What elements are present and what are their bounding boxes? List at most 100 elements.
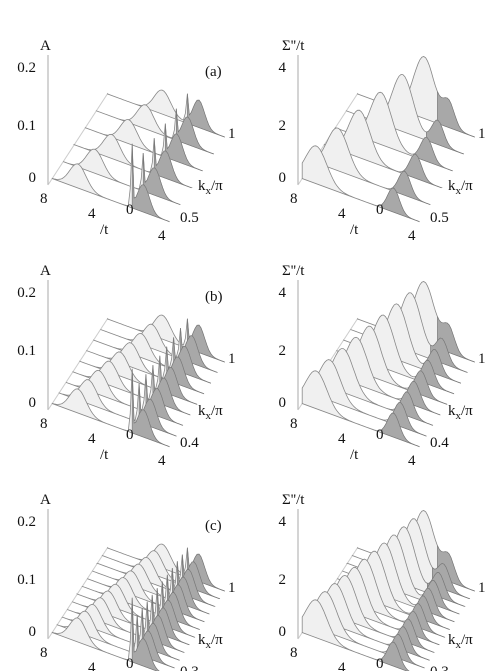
spectrum-shade bbox=[131, 368, 170, 448]
panel: A0.2 0.1 0 (b) 8 4 0 4/t 1 0.4 kx/π bbox=[17, 263, 235, 469]
spectrum-shade bbox=[131, 143, 170, 223]
k-rest: /π bbox=[211, 632, 223, 648]
w-axis-label: /t bbox=[350, 222, 359, 238]
spectrum-shade bbox=[409, 370, 448, 405]
spectrum-shade bbox=[402, 381, 441, 416]
y-tick-label: 2 bbox=[279, 118, 287, 134]
k-tick-label: 0.3 bbox=[430, 664, 449, 671]
spectrum-shade bbox=[416, 359, 454, 395]
y-axis-label: A bbox=[40, 38, 51, 54]
spectrum-shade bbox=[426, 572, 466, 607]
w-tick-label: 0 bbox=[126, 427, 134, 443]
k-tick-label: 1 bbox=[228, 351, 236, 367]
y-axis-label: Σ''/t bbox=[282, 492, 305, 508]
w-tick-label: 0 bbox=[126, 202, 134, 218]
y-tick-label: 0 bbox=[29, 395, 37, 411]
spectrum-shade bbox=[403, 154, 443, 189]
k-tick-label: 1 bbox=[478, 126, 486, 142]
y-tick-label: 0.1 bbox=[17, 572, 36, 588]
w-tick-label: 4 bbox=[88, 431, 96, 447]
k-sub: x bbox=[206, 639, 212, 651]
y-axis-label: A bbox=[40, 263, 51, 279]
spectrum-shade bbox=[153, 138, 193, 189]
k-tick-label: 0.4 bbox=[180, 435, 199, 451]
k-axis bbox=[47, 317, 109, 411]
spectrum-shade bbox=[414, 137, 453, 172]
w-tick-label: 4 bbox=[338, 660, 346, 671]
k-axis bbox=[47, 546, 109, 640]
k-rest: /π bbox=[461, 632, 473, 648]
k-rest: /π bbox=[211, 178, 223, 194]
k-axis-label: kx/π bbox=[198, 403, 223, 422]
y-tick-label: 0 bbox=[279, 624, 287, 640]
k-main: k bbox=[198, 403, 206, 419]
spectrum-shade bbox=[421, 580, 460, 615]
k-tick-label: 0.5 bbox=[180, 210, 199, 226]
w-tick-label: 4 bbox=[88, 660, 96, 671]
k-tick-label: 1 bbox=[228, 580, 236, 596]
k-tick-label: 0.5 bbox=[430, 210, 449, 226]
spectrum-shade bbox=[381, 187, 420, 223]
spectrum-shade bbox=[388, 402, 427, 437]
spectrum-shade bbox=[142, 152, 181, 205]
spectrum-shade bbox=[425, 119, 464, 155]
y-axis-label: A bbox=[40, 492, 51, 508]
w-tick-label: 0 bbox=[376, 202, 384, 218]
y-tick-label: 0 bbox=[29, 170, 37, 186]
k-tick-label: 1 bbox=[478, 351, 486, 367]
spectrum-shade bbox=[381, 641, 410, 671]
y-tick-label: 0 bbox=[279, 395, 287, 411]
k-main: k bbox=[448, 403, 456, 419]
k-axis-label: kx/π bbox=[448, 632, 473, 651]
y-tick-label: 0.1 bbox=[17, 118, 36, 134]
w-tick-label: 8 bbox=[40, 191, 48, 207]
k-main: k bbox=[448, 178, 456, 194]
spectrum-shade bbox=[437, 91, 475, 138]
k-axis-label: kx/π bbox=[198, 178, 223, 197]
spectrum-shade bbox=[131, 597, 160, 671]
w-axis-label: /t bbox=[100, 222, 109, 238]
panel-tag: (a) bbox=[205, 64, 222, 80]
k-tick-label: 0.4 bbox=[430, 435, 449, 451]
y-tick-label: 0 bbox=[279, 170, 287, 186]
k-tick-label: 1 bbox=[478, 580, 486, 596]
panel: A0.2 0.1 0 (a) 8 4 0 4/t 1 0.5 kx/π bbox=[17, 38, 235, 244]
w-axis-label: /t bbox=[350, 447, 359, 463]
y-axis-label: Σ''/t bbox=[282, 38, 305, 54]
w-tick-label: 4 bbox=[158, 453, 166, 469]
spectrum-shade bbox=[430, 337, 468, 373]
y-tick-label: 2 bbox=[279, 343, 287, 359]
spectrum-shade bbox=[164, 123, 203, 172]
spectrum-shade bbox=[423, 349, 461, 384]
spectrum-shade bbox=[392, 170, 431, 205]
w-tick-label: 0 bbox=[376, 656, 384, 671]
w-axis-label: /t bbox=[100, 447, 109, 463]
spectrum-shade bbox=[187, 93, 225, 138]
w-tick-label: 4 bbox=[338, 206, 346, 222]
k-rest: /π bbox=[211, 403, 223, 419]
k-sub: x bbox=[206, 185, 212, 197]
y-tick-label: 0.2 bbox=[17, 285, 36, 301]
k-rest: /π bbox=[461, 178, 473, 194]
w-tick-label: 4 bbox=[88, 206, 96, 222]
k-tick-label: 1 bbox=[228, 126, 236, 142]
k-sub: x bbox=[456, 410, 462, 422]
w-tick-label: 4 bbox=[158, 228, 166, 244]
panel-tag: (b) bbox=[205, 289, 223, 305]
k-axis-label: kx/π bbox=[448, 178, 473, 197]
w-tick-label: 4 bbox=[408, 453, 416, 469]
panel-tag: (c) bbox=[205, 518, 222, 534]
k-rest: /π bbox=[461, 403, 473, 419]
k-axis-label: kx/π bbox=[198, 632, 223, 651]
y-tick-label: 0.2 bbox=[17, 514, 36, 530]
k-sub: x bbox=[456, 185, 462, 197]
y-tick-label: 4 bbox=[279, 285, 287, 301]
spectrum-shade bbox=[176, 108, 214, 155]
spectrum-shade bbox=[431, 563, 470, 599]
w-tick-label: 8 bbox=[290, 645, 298, 661]
y-tick-label: 0.1 bbox=[17, 343, 36, 359]
